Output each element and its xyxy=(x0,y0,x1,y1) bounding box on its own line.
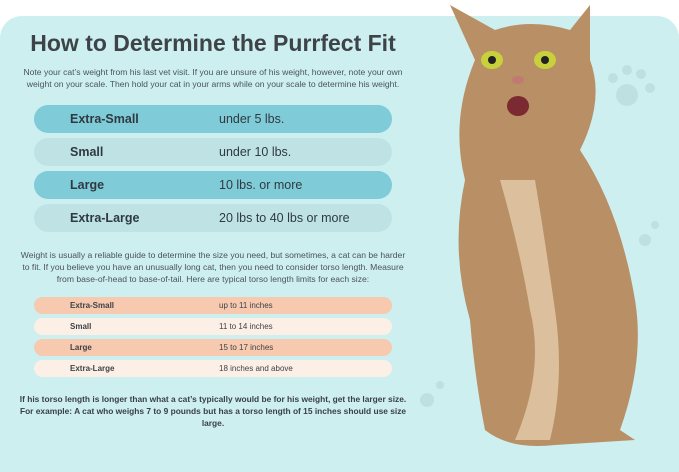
weight-table: Extra-Small under 5 lbs. Small under 10 lb… xyxy=(34,105,392,237)
size-value: 15 to 17 inches xyxy=(219,343,274,352)
size-value: 20 lbs to 40 lbs or more xyxy=(219,211,350,225)
torso-row-extra-small: Extra-Small up to 11 inches xyxy=(34,297,392,314)
size-value: 10 lbs. or more xyxy=(219,178,303,192)
cat-chest xyxy=(500,180,559,440)
size-value: under 10 lbs. xyxy=(219,145,292,159)
weight-row-large: Large 10 lbs. or more xyxy=(34,171,392,199)
size-value: up to 11 inches xyxy=(219,301,273,310)
cat-mouth xyxy=(507,96,529,116)
weight-row-extra-small: Extra-Small under 5 lbs. xyxy=(34,105,392,133)
cat-pupil-left xyxy=(488,56,496,64)
torso-row-extra-large: Extra-Large 18 inches and above xyxy=(34,360,392,377)
size-label: Extra-Large xyxy=(70,364,115,373)
size-value: under 5 lbs. xyxy=(219,112,285,126)
intro-text: Note your cat’s weight from his last vet… xyxy=(23,67,403,89)
cat-nose xyxy=(512,76,524,84)
cat-pupil-right xyxy=(541,56,549,64)
paw-print-icon xyxy=(420,65,659,407)
size-label: Small xyxy=(70,322,92,331)
weight-row-small: Small under 10 lbs. xyxy=(34,138,392,166)
size-label: Extra-Small xyxy=(70,301,115,310)
weight-row-extra-large: Extra-Large 20 lbs to 40 lbs or more xyxy=(34,204,392,232)
size-value: 11 to 14 inches xyxy=(219,322,273,331)
size-value: 18 inches and above xyxy=(219,364,293,373)
size-label: Large xyxy=(70,343,92,352)
content-column: How to Determine the Purrfect Fit Note y… xyxy=(18,28,408,429)
size-label: Small xyxy=(70,145,104,159)
note-text: If his torso length is longer than what … xyxy=(19,394,407,428)
torso-table: Extra-Small up to 11 inches Small 11 to 14… xyxy=(34,297,392,381)
page-title: How to Determine the Purrfect Fit xyxy=(30,30,396,56)
size-label: Extra-Large xyxy=(70,211,140,225)
cat-photo xyxy=(420,5,659,446)
torso-row-large: Large 15 to 17 inches xyxy=(34,339,392,356)
torso-row-small: Small 11 to 14 inches xyxy=(34,318,392,335)
size-label: Large xyxy=(70,178,105,192)
torso-intro-text: Weight is usually a reliable guide to de… xyxy=(20,250,406,284)
cat-body xyxy=(450,5,638,446)
size-label: Extra-Small xyxy=(70,112,139,126)
